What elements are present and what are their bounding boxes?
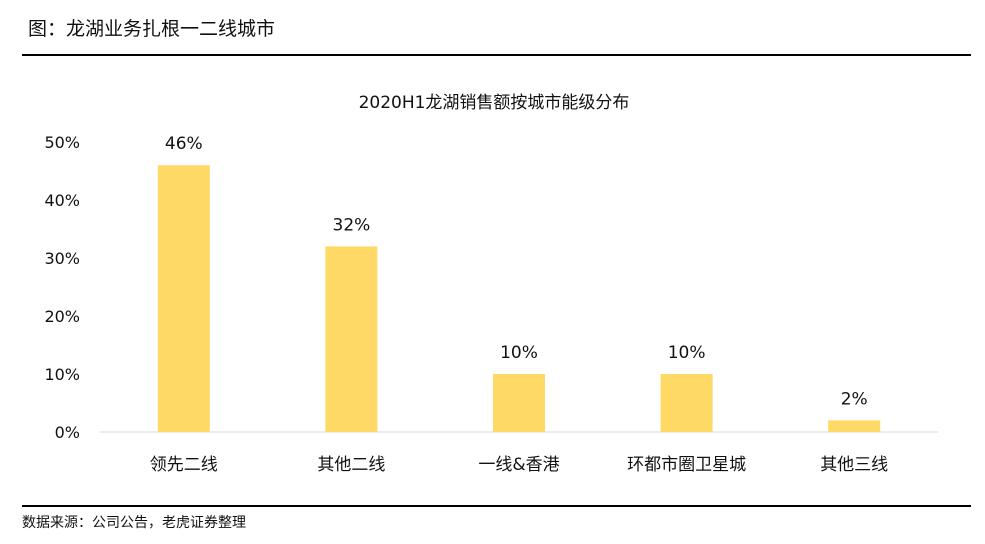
category-label: 其他三线	[820, 455, 888, 475]
data-label: 32%	[333, 215, 371, 235]
bar	[828, 420, 881, 432]
data-label: 10%	[500, 343, 538, 363]
y-tick-label: 50%	[44, 133, 80, 152]
bar	[325, 246, 378, 432]
y-tick-label: 20%	[44, 307, 80, 326]
y-tick-label: 10%	[44, 365, 80, 384]
data-label: 46%	[165, 134, 203, 154]
bar	[660, 374, 713, 432]
y-tick-label: 40%	[44, 191, 80, 210]
y-tick-label: 0%	[55, 423, 80, 442]
bar	[157, 165, 210, 432]
category-label: 一线&香港	[478, 455, 559, 475]
source-note: 数据来源：公司公告，老虎证券整理	[22, 515, 246, 531]
bar	[493, 374, 545, 432]
data-label: 10%	[668, 343, 706, 363]
y-tick-label: 30%	[44, 249, 80, 268]
category-label: 其他二线	[317, 455, 385, 475]
bars	[157, 165, 881, 432]
category-label: 领先二线	[150, 455, 218, 475]
y-axis-ticks: 0% 10% 20% 30% 40% 50%	[44, 133, 80, 442]
top-rule	[22, 54, 971, 56]
bottom-rule	[22, 505, 971, 507]
chart-title: 2020H1龙湖销售额按城市能级分布	[359, 93, 630, 113]
page-title: 图：龙湖业务扎根一二线城市	[28, 18, 276, 40]
data-labels: 46% 32% 10% 10% 2%	[165, 134, 868, 409]
category-labels: 领先二线 其他二线 一线&香港 环都市圈卫星城 其他三线	[150, 455, 888, 475]
category-label: 环都市圈卫星城	[627, 455, 746, 475]
data-label: 2%	[841, 389, 868, 409]
